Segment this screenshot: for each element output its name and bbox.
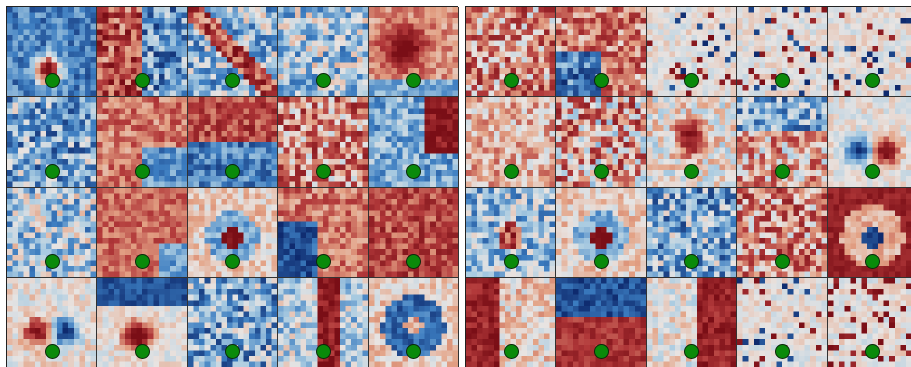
green-point-marker xyxy=(503,344,519,359)
green-point-marker xyxy=(225,163,241,179)
heatmap-tile xyxy=(737,97,828,188)
heatmap-tile xyxy=(466,7,557,98)
green-point-marker xyxy=(225,344,241,359)
heatmap-tile xyxy=(827,7,911,98)
heatmap-tile xyxy=(737,7,828,98)
green-point-marker xyxy=(594,163,610,179)
green-point-marker xyxy=(503,73,519,89)
heatmap-tile xyxy=(187,97,279,188)
heatmap-tile xyxy=(278,7,369,98)
green-point-marker xyxy=(774,344,790,359)
green-point-marker xyxy=(774,163,790,179)
green-point-marker xyxy=(684,253,700,269)
green-point-marker xyxy=(315,73,331,89)
green-point-marker xyxy=(315,163,331,179)
heatmap-tile xyxy=(368,187,459,278)
green-point-marker xyxy=(503,253,519,269)
left-heatmap-panel xyxy=(6,6,459,367)
heatmap-tile xyxy=(646,7,738,98)
green-point-marker xyxy=(135,73,151,89)
green-point-marker xyxy=(44,253,60,269)
heatmap-tile xyxy=(556,7,647,98)
heatmap-tile xyxy=(368,277,459,367)
green-point-marker xyxy=(684,73,700,89)
green-point-marker xyxy=(406,163,422,179)
green-point-marker xyxy=(774,253,790,269)
heatmap-tile xyxy=(466,97,557,188)
green-point-marker xyxy=(774,73,790,89)
heatmap-tile xyxy=(737,187,828,278)
right-heatmap-panel xyxy=(465,6,911,367)
heatmap-tile xyxy=(556,97,647,188)
green-point-marker xyxy=(684,163,700,179)
green-point-marker xyxy=(315,344,331,359)
green-point-marker xyxy=(684,344,700,359)
heatmap-tile xyxy=(97,97,188,188)
green-point-marker xyxy=(135,253,151,269)
heatmap-tile xyxy=(7,187,98,278)
heatmap-tile xyxy=(7,7,98,98)
heatmap-tile xyxy=(278,97,369,188)
green-point-marker xyxy=(225,73,241,89)
heatmap-tile xyxy=(827,97,911,188)
heatmap-tile xyxy=(556,187,647,278)
heatmap-tile xyxy=(187,187,279,278)
heatmap-tile xyxy=(187,277,279,367)
green-point-marker xyxy=(865,253,881,269)
green-point-marker xyxy=(865,73,881,89)
heatmap-tile xyxy=(466,187,557,278)
green-point-marker xyxy=(594,73,610,89)
green-point-marker xyxy=(594,253,610,269)
heatmap-tile xyxy=(7,277,98,367)
heatmap-tile xyxy=(368,7,459,98)
heatmap-tile xyxy=(646,187,738,278)
green-point-marker xyxy=(594,344,610,359)
heatmap-tile xyxy=(97,7,188,98)
green-point-marker xyxy=(135,344,151,359)
green-point-marker xyxy=(44,73,60,89)
heatmap-tile xyxy=(737,277,828,367)
heatmap-tile xyxy=(368,97,459,188)
heatmap-tile xyxy=(278,187,369,278)
green-point-marker xyxy=(135,163,151,179)
heatmap-tile xyxy=(97,277,188,367)
green-point-marker xyxy=(865,163,881,179)
green-point-marker xyxy=(44,163,60,179)
green-point-marker xyxy=(865,344,881,359)
green-point-marker xyxy=(315,253,331,269)
heatmap-tile xyxy=(97,187,188,278)
heatmap-tile xyxy=(827,187,911,278)
heatmap-tile xyxy=(556,277,647,367)
green-point-marker xyxy=(503,163,519,179)
green-point-marker xyxy=(225,253,241,269)
heatmap-tile xyxy=(7,97,98,188)
heatmap-tile xyxy=(646,277,738,367)
heatmap-tile xyxy=(466,277,557,367)
green-point-marker xyxy=(406,73,422,89)
green-point-marker xyxy=(406,253,422,269)
heatmap-tile xyxy=(646,97,738,188)
heatmap-tile xyxy=(827,277,911,367)
heatmap-tile xyxy=(278,277,369,367)
heatmap-tile xyxy=(187,7,279,98)
green-point-marker xyxy=(44,344,60,359)
green-point-marker xyxy=(406,344,422,359)
